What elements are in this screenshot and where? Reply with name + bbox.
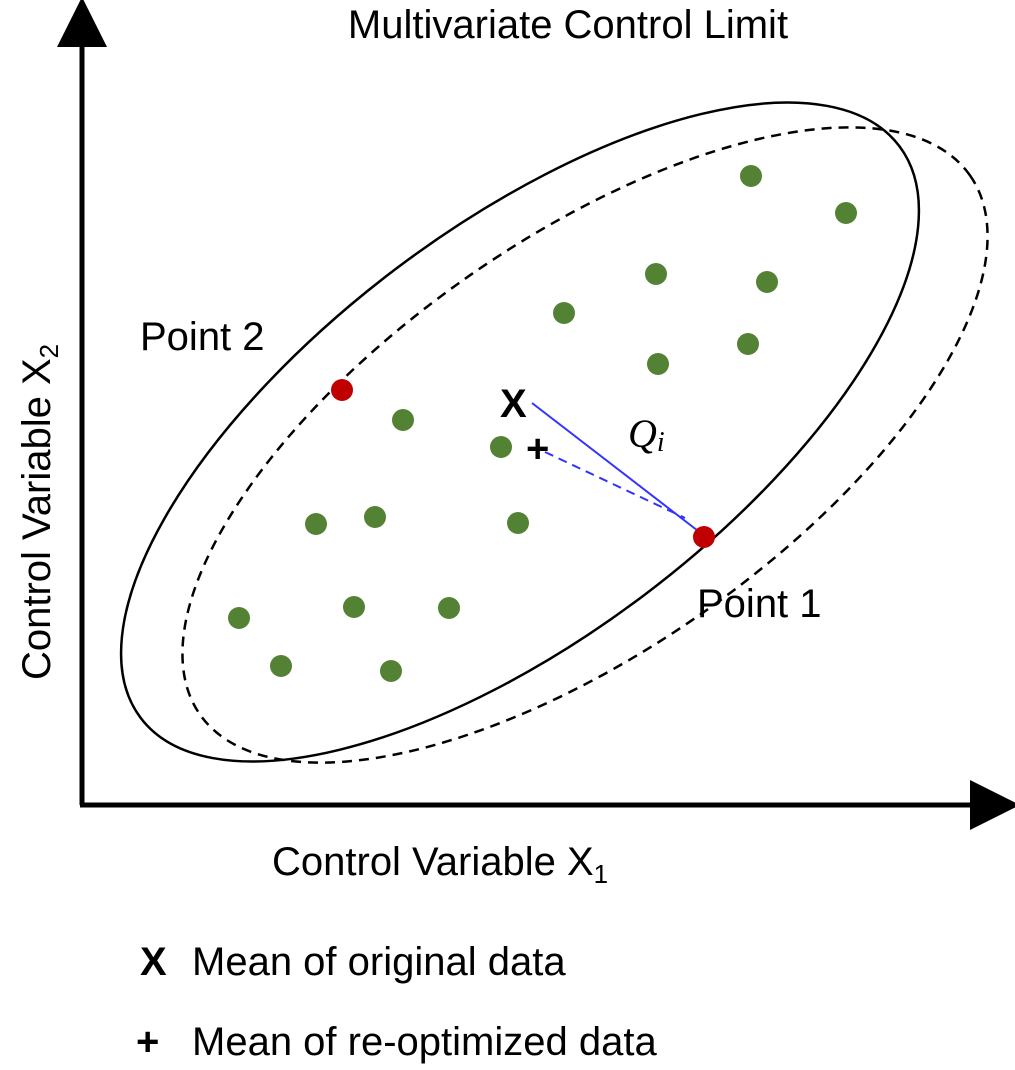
in-control-point <box>270 655 292 677</box>
in-control-point <box>645 263 667 285</box>
mean-reoptimized-marker: + <box>526 427 549 471</box>
point-2-label: Point 2 <box>140 315 265 359</box>
in-control-point <box>364 506 386 528</box>
in-control-point <box>835 202 857 224</box>
in-control-point <box>737 333 759 355</box>
legend-symbol-plus: + <box>136 1020 159 1064</box>
in-control-point <box>490 436 512 458</box>
in-control-point <box>380 660 402 682</box>
in-control-points <box>228 165 857 682</box>
point-1 <box>693 526 715 548</box>
in-control-point <box>507 512 529 534</box>
in-control-point <box>438 597 460 619</box>
distance-line-reoptimized <box>544 451 686 519</box>
in-control-point <box>343 596 365 618</box>
x-axis-label: Control Variable X1 <box>272 840 608 889</box>
legend-label-reoptimized: Mean of re-optimized data <box>192 1020 657 1064</box>
legend-symbol-x: X <box>140 940 167 984</box>
point-1-label: Point 1 <box>697 582 822 626</box>
in-control-point <box>392 409 414 431</box>
qi-label: Qi <box>628 411 665 458</box>
in-control-point <box>647 353 669 375</box>
reoptimized-control-ellipse <box>181 126 989 764</box>
in-control-point <box>756 271 778 293</box>
in-control-point <box>553 302 575 324</box>
in-control-point <box>305 513 327 535</box>
in-control-point <box>228 607 250 629</box>
in-control-point <box>740 165 762 187</box>
y-axis-label: Control Variable X2 <box>15 344 64 680</box>
legend-label-original: Mean of original data <box>192 940 566 984</box>
point-2 <box>331 379 353 401</box>
chart-title: Multivariate Control Limit <box>348 3 788 47</box>
distance-line-original <box>531 402 703 535</box>
mean-original-marker: X <box>500 382 527 426</box>
original-control-ellipse <box>119 101 921 763</box>
